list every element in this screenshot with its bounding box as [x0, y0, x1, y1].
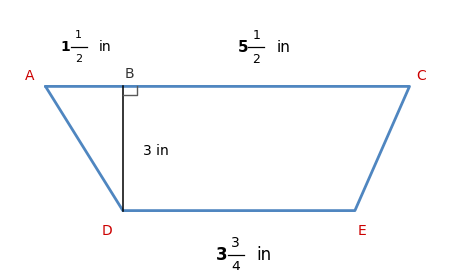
Text: 3: 3: [216, 246, 228, 264]
Text: 4: 4: [231, 260, 240, 270]
Text: 1: 1: [61, 40, 71, 54]
Text: in: in: [99, 40, 112, 54]
Text: E: E: [357, 224, 366, 238]
Text: C: C: [416, 69, 426, 83]
Text: B: B: [125, 67, 135, 81]
Text: 2: 2: [75, 54, 82, 64]
Text: 5: 5: [238, 40, 248, 55]
Text: A: A: [25, 69, 34, 83]
Text: 1: 1: [252, 29, 260, 42]
Text: in: in: [277, 40, 290, 55]
Text: D: D: [101, 224, 112, 238]
Text: 2: 2: [252, 53, 260, 66]
Text: in: in: [256, 246, 271, 264]
Text: 3: 3: [231, 236, 240, 250]
Text: 3 in: 3 in: [143, 144, 169, 158]
Text: 1: 1: [75, 30, 82, 40]
